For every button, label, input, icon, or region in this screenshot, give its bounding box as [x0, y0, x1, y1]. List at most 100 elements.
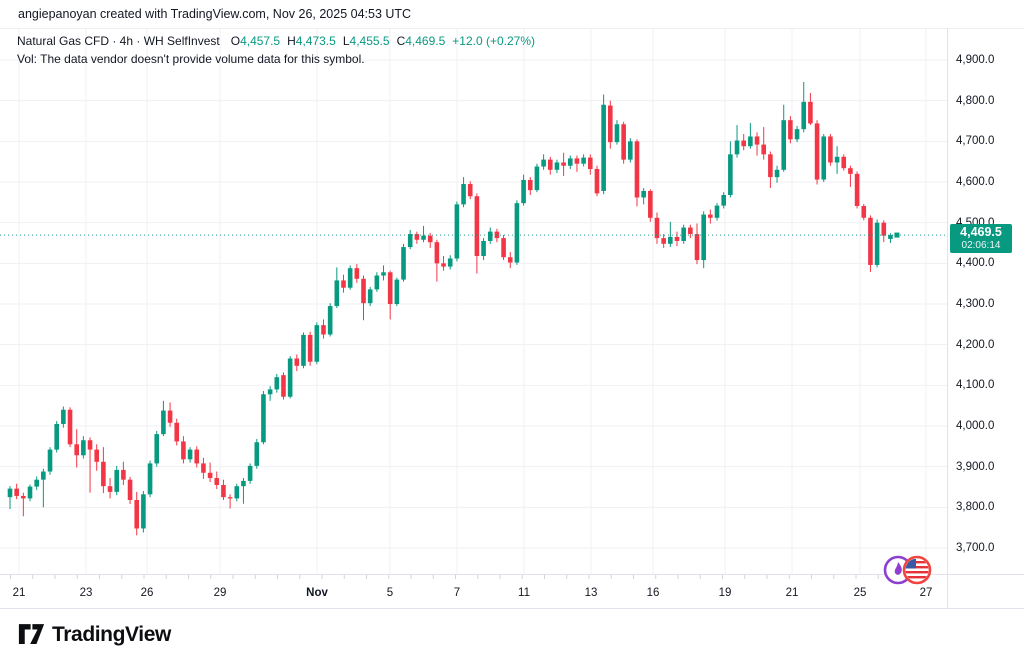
time-axis-ticks	[10, 575, 924, 579]
candle-body	[34, 479, 39, 487]
candle-body	[214, 478, 220, 485]
candle-body	[387, 272, 393, 304]
candle-body	[47, 449, 53, 472]
price-tick-label: 4,800.0	[956, 94, 995, 107]
close-label: C	[396, 34, 406, 48]
candle-body	[427, 235, 433, 243]
price-tick-label: 4,300.0	[956, 298, 995, 310]
candle-body	[94, 449, 100, 462]
candle-body	[668, 236, 673, 244]
candle-body	[167, 410, 173, 423]
candle-body	[107, 486, 113, 492]
low-value: 4,455.5	[349, 34, 390, 48]
close-value: 4,469.5	[405, 34, 446, 48]
open-label: O	[230, 34, 241, 48]
candle-body	[81, 440, 86, 456]
chart-pane[interactable]: 4,900.0 4,800.0 4,700.0 4,600.0 4,500.0 4,400…	[0, 0, 1024, 609]
candle-body	[708, 214, 713, 218]
candle-body	[381, 272, 386, 276]
symbol-title[interactable]: Natural Gas CFD · 4h · WH SelfInvest	[17, 34, 220, 48]
candle-body	[874, 222, 880, 265]
candle-body	[614, 124, 620, 143]
candle-body	[54, 423, 59, 450]
candle-body	[608, 105, 613, 143]
last-price-value: 4,469.5	[960, 225, 1002, 239]
candle-body	[821, 136, 827, 180]
candle-body	[601, 104, 606, 191]
time-tick-label: Nov	[306, 587, 328, 599]
candle-body	[694, 234, 700, 261]
candle-body	[354, 268, 360, 279]
time-tick-label: 21	[12, 587, 26, 599]
time-tick-label: 16	[646, 587, 660, 599]
candle-body	[507, 257, 513, 263]
candle-body	[768, 154, 773, 178]
candle-body	[541, 159, 546, 167]
time-tick-label: 19	[718, 587, 732, 599]
time-tick-label: 5	[386, 587, 394, 599]
attribution-text: angiepanoyan created with TradingView.co…	[18, 7, 412, 21]
candle-body	[774, 169, 780, 178]
price-tick-label: 4,400.0	[956, 257, 995, 270]
candle-body	[581, 157, 586, 164]
candle-body	[848, 168, 853, 174]
candle-body	[834, 156, 840, 163]
chart-bottom-border	[0, 608, 1024, 609]
candle-body	[7, 488, 13, 498]
candle-body	[327, 306, 333, 335]
candle-body	[434, 242, 440, 264]
candle-body	[868, 217, 873, 265]
price-tick-label: 4,600.0	[956, 176, 995, 188]
candle-body	[134, 500, 140, 529]
candle-body	[748, 136, 753, 147]
time-axis-border	[0, 574, 1024, 575]
symbol-logo	[882, 550, 934, 590]
price-tick-label: 3,700.0	[956, 542, 995, 554]
candle-body	[788, 120, 793, 140]
candle-body	[334, 280, 340, 307]
candle-body	[514, 203, 520, 263]
candle-body	[127, 479, 133, 501]
candle-body	[701, 214, 706, 261]
candle-body	[194, 449, 200, 464]
time-tick-label: 29	[213, 587, 227, 599]
candle-body	[648, 190, 653, 218]
candle-body	[241, 480, 246, 487]
time-tick-label: 7	[453, 587, 461, 599]
candle-body	[481, 240, 486, 257]
candle-body	[641, 190, 646, 198]
candle-body	[561, 162, 566, 166]
candle-body	[221, 484, 226, 498]
candle-body	[14, 488, 19, 496]
candle-body	[501, 238, 506, 258]
candle-body	[574, 158, 580, 164]
change-value: +12.0 (+0.27%)	[452, 34, 536, 48]
price-axis-separator	[947, 28, 948, 608]
candle-body	[814, 123, 820, 180]
candlestick-chart-canvas[interactable]	[0, 0, 947, 574]
high-label: H	[287, 34, 296, 48]
high-value: 4,473.5	[295, 34, 336, 48]
candle-body	[227, 497, 233, 499]
candle-body	[881, 222, 887, 236]
candle-body	[161, 410, 166, 435]
candle-body	[361, 278, 366, 304]
candle-body	[294, 358, 300, 366]
candle-body	[808, 101, 813, 124]
candle-body	[114, 469, 120, 492]
candle-body	[728, 154, 733, 196]
tradingview-logo[interactable]: TradingView	[18, 622, 171, 647]
candle-body	[454, 204, 460, 259]
candle-body	[721, 195, 726, 206]
candle-body	[261, 394, 266, 443]
candle-body	[341, 280, 346, 288]
candle-body	[101, 461, 106, 487]
volume-note: Vol: The data vendor doesn't provide vol…	[17, 52, 365, 66]
chart-legend: Natural Gas CFD · 4h · WH SelfInvest O4,…	[17, 33, 535, 67]
candle-body	[187, 449, 193, 460]
candle-body	[374, 275, 380, 290]
candle-body	[281, 375, 286, 397]
candle-body	[154, 434, 160, 464]
open-value: 4,457.5	[240, 34, 281, 48]
candle-body	[254, 442, 260, 466]
